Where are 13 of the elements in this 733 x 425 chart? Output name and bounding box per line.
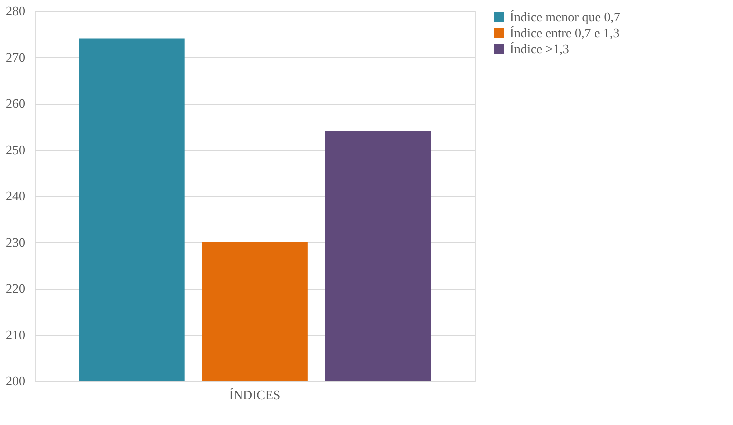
legend-label: Índice entre 0,7 e 1,3 [510, 26, 620, 40]
y-tick-label: 240 [6, 188, 26, 204]
y-tick-label: 270 [6, 50, 26, 65]
legend-label: Índice >1,3 [510, 42, 570, 56]
y-tick-label: 200 [6, 374, 26, 388]
legend-label: Índice menor que 0,7 [510, 10, 621, 24]
y-tick-label: 220 [6, 281, 26, 296]
y-tick-label: 280 [6, 4, 26, 18]
y-tick-label: 210 [6, 327, 26, 342]
y-tick-label: 260 [6, 96, 26, 111]
x-tick-label: ÍNDICES [229, 388, 281, 402]
y-tick-label: 230 [6, 234, 26, 250]
y-tick-label: 250 [6, 142, 26, 158]
